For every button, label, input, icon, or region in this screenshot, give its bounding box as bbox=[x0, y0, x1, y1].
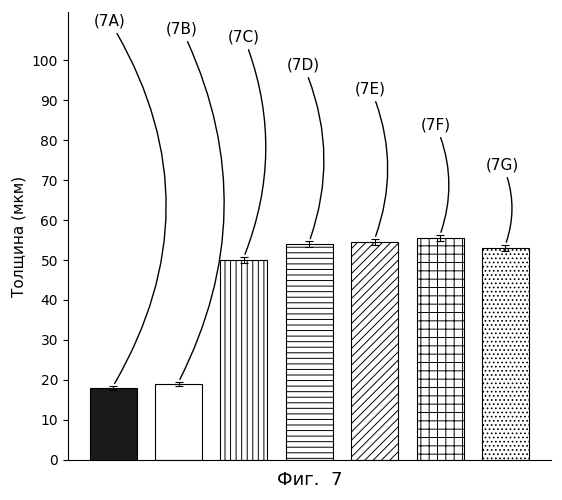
Text: (7C): (7C) bbox=[228, 30, 266, 254]
Bar bbox=[286, 244, 333, 460]
Text: (7A): (7A) bbox=[94, 14, 166, 384]
Bar bbox=[416, 238, 464, 460]
Text: (7B): (7B) bbox=[166, 22, 224, 380]
Bar bbox=[90, 388, 137, 460]
X-axis label: Фиг.  7: Фиг. 7 bbox=[277, 471, 342, 489]
Bar bbox=[155, 384, 202, 460]
Y-axis label: Толщина (мкм): Толщина (мкм) bbox=[11, 176, 26, 296]
Text: (7E): (7E) bbox=[355, 82, 388, 236]
Text: (7G): (7G) bbox=[486, 157, 519, 242]
Bar bbox=[482, 248, 529, 460]
Text: (7D): (7D) bbox=[287, 58, 324, 238]
Bar bbox=[351, 242, 398, 460]
Text: (7F): (7F) bbox=[420, 117, 451, 232]
Bar bbox=[220, 260, 268, 460]
